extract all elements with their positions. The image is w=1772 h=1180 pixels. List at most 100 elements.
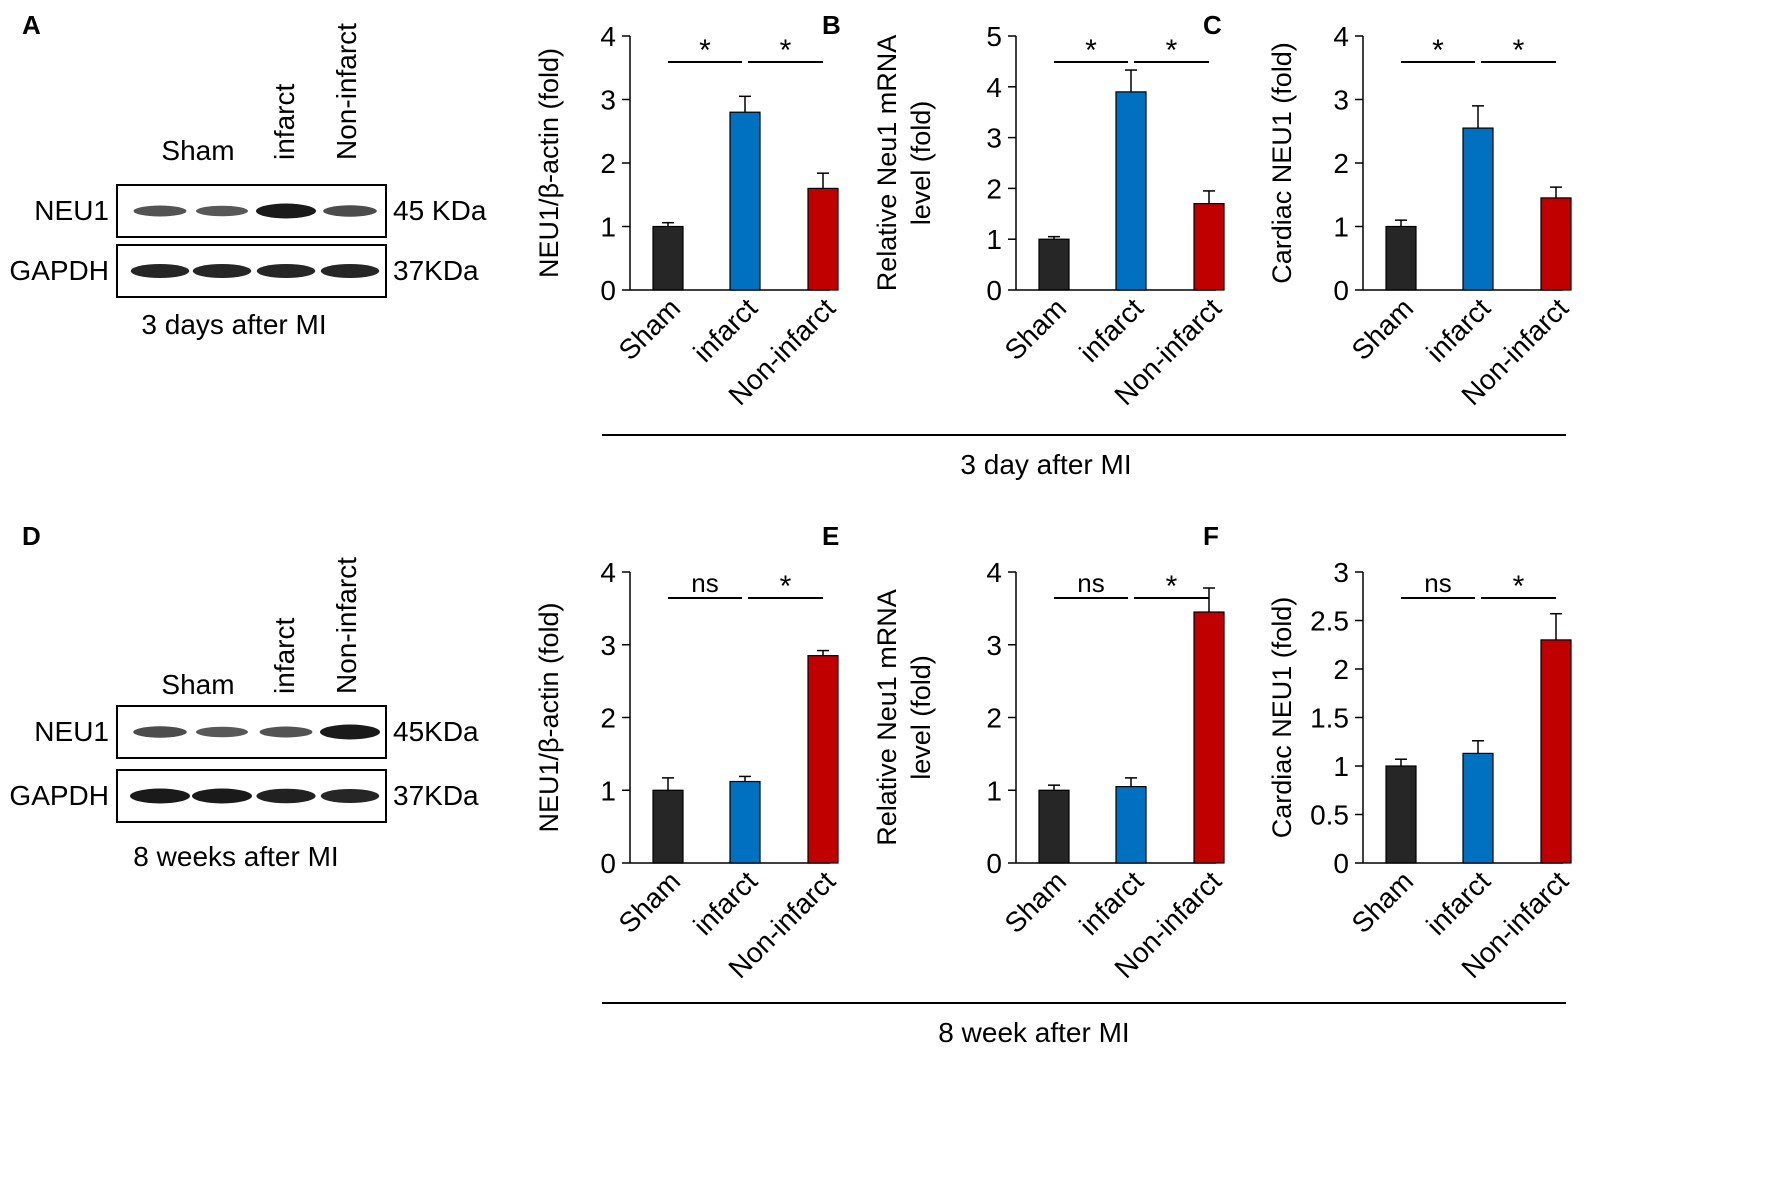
y-tick-label: 0 — [986, 848, 1002, 879]
significance-label: * — [1513, 570, 1525, 603]
band-size: 45KDa — [393, 716, 479, 747]
blot-band — [323, 205, 377, 217]
bar — [807, 655, 839, 864]
y-axis-label: Relative Neu1 mRNA level (fold) — [872, 35, 936, 292]
x-tick-label: Sham — [1346, 865, 1420, 939]
x-tick-label: Sham — [613, 865, 687, 939]
y-axis-label: NEU1/β-actin (fold) — [534, 48, 564, 278]
blot-band — [320, 263, 380, 279]
blot-band — [320, 724, 380, 740]
y-tick-label: 2 — [986, 703, 1002, 734]
group-label: 8 week after MI — [938, 1017, 1129, 1048]
significance-label: ns — [691, 568, 718, 598]
blot-band — [130, 788, 190, 804]
lane-label: Non-infarct — [331, 557, 362, 694]
y-axis-label-line: level (fold) — [906, 101, 936, 226]
significance-label: * — [1166, 34, 1178, 67]
y-tick-label: 1 — [1333, 212, 1349, 243]
bar — [1540, 197, 1572, 291]
blot-band — [192, 788, 252, 804]
y-tick-label: 1 — [1333, 751, 1349, 782]
panel-letter: A — [22, 10, 41, 40]
panel-letter: C — [1203, 10, 1222, 40]
y-tick-label: 4 — [986, 557, 1002, 588]
bar — [1193, 203, 1225, 291]
significance-label: ns — [1424, 568, 1451, 598]
significance-label: * — [780, 34, 792, 67]
significance-label: * — [1513, 34, 1525, 67]
y-tick-label: 0 — [600, 275, 616, 306]
y-tick-label: 4 — [600, 557, 616, 588]
y-tick-label: 2 — [1333, 654, 1349, 685]
band-name: GAPDH — [9, 255, 109, 286]
y-tick-label: 1 — [600, 775, 616, 806]
y-tick-label: 4 — [600, 21, 616, 52]
y-tick-label: 0 — [1333, 848, 1349, 879]
blot-band — [192, 263, 252, 279]
band-size: 45 KDa — [393, 195, 487, 226]
bar — [729, 780, 761, 864]
x-tick-label: infarct — [687, 292, 763, 368]
y-tick-label: 2 — [600, 703, 616, 734]
blot-band — [196, 726, 248, 738]
bar — [1115, 786, 1147, 864]
blot-band — [256, 788, 316, 804]
bar — [807, 187, 839, 291]
panel-letter: F — [1203, 521, 1219, 551]
y-axis-label: Cardiac NEU1 (fold) — [1267, 42, 1297, 284]
y-tick-label: 3 — [600, 85, 616, 116]
blot-band — [256, 263, 316, 279]
bar — [652, 225, 684, 291]
y-tick-label: 2.5 — [1310, 606, 1349, 637]
blot-band — [133, 205, 187, 217]
blot-band — [133, 726, 187, 738]
blot-caption: 8 weeks after MI — [133, 841, 338, 872]
band-name: NEU1 — [34, 716, 109, 747]
lane-label: infarct — [269, 618, 300, 694]
y-axis-label-line: Relative Neu1 mRNA — [872, 589, 902, 846]
bar — [1462, 127, 1494, 291]
y-tick-label: 1 — [600, 212, 616, 243]
bar — [1385, 225, 1417, 291]
bar — [729, 111, 761, 291]
y-tick-label: 2 — [1333, 148, 1349, 179]
significance-label: * — [1085, 34, 1097, 67]
bar — [1540, 639, 1572, 864]
panel-letter: D — [22, 521, 41, 551]
y-tick-label: 1 — [986, 224, 1002, 255]
band-size: 37KDa — [393, 255, 479, 286]
group-label: 3 day after MI — [960, 449, 1131, 480]
y-axis-label-line: Relative Neu1 mRNA — [872, 35, 902, 292]
x-tick-label: Sham — [999, 292, 1073, 366]
y-tick-label: 2 — [600, 148, 616, 179]
significance-label: * — [780, 570, 792, 603]
blot-band — [130, 263, 190, 279]
y-tick-label: 2 — [986, 173, 1002, 204]
x-tick-label: infarct — [1073, 865, 1149, 941]
y-tick-label: 0.5 — [1310, 800, 1349, 831]
y-tick-label: 4 — [1333, 21, 1349, 52]
band-name: NEU1 — [34, 195, 109, 226]
band-name: GAPDH — [9, 780, 109, 811]
bar — [1462, 752, 1494, 864]
lane-label: Sham — [161, 135, 234, 166]
y-tick-label: 1 — [986, 775, 1002, 806]
x-tick-label: infarct — [1073, 292, 1149, 368]
y-tick-label: 3 — [986, 123, 1002, 154]
y-tick-label: 3 — [600, 630, 616, 661]
blot-band — [259, 726, 313, 738]
significance-label: * — [1432, 34, 1444, 67]
x-tick-label: Sham — [1346, 292, 1420, 366]
y-axis-label-line: level (fold) — [906, 655, 936, 780]
y-tick-label: 3 — [1333, 85, 1349, 116]
y-tick-label: 3 — [1333, 557, 1349, 588]
x-tick-label: Sham — [999, 865, 1073, 939]
y-tick-label: 0 — [1333, 275, 1349, 306]
bar — [1038, 238, 1070, 291]
panel-letter: E — [822, 521, 839, 551]
y-tick-label: 0 — [986, 275, 1002, 306]
x-tick-label: infarct — [1420, 865, 1496, 941]
panel-letter: B — [822, 10, 841, 40]
x-tick-label: infarct — [687, 865, 763, 941]
